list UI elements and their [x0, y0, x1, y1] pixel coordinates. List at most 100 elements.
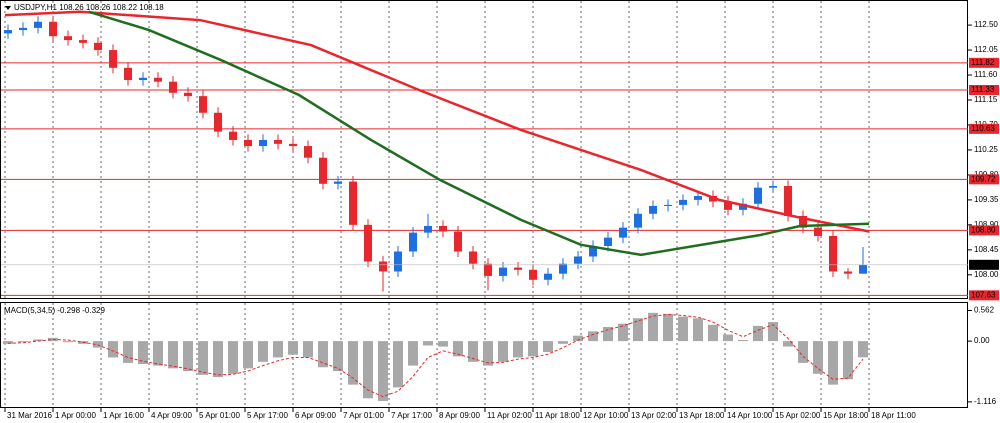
macd-bar	[528, 341, 538, 357]
macd-bar	[123, 341, 133, 363]
main-panel	[0, 0, 968, 299]
macd-bar	[828, 341, 838, 385]
macd-bar	[153, 341, 163, 366]
level-label: 109.72	[971, 174, 996, 183]
candle-body	[559, 263, 567, 274]
x-tick-label: 7 Apr 17:00	[391, 411, 432, 420]
macd-bar	[138, 341, 148, 364]
candle-body	[274, 139, 282, 144]
candle-body	[109, 50, 117, 68]
x-tick-label: 6 Apr 09:00	[295, 411, 336, 420]
x-tick-label: 31 Mar 2016	[7, 411, 52, 420]
macd-bar	[3, 341, 13, 344]
y-tick-label: 111.60	[974, 70, 998, 79]
macd-panel	[0, 302, 968, 408]
candle-body	[454, 231, 462, 252]
candle-body	[184, 92, 192, 97]
x-tick-label: 1 Apr 00:00	[55, 411, 96, 420]
x-tick-label: 15 Apr 02:00	[775, 411, 821, 420]
level-label-box	[969, 174, 999, 185]
macd-bar	[288, 341, 298, 355]
macd-bar	[183, 341, 193, 372]
candle-body	[499, 267, 507, 276]
macd-bar	[768, 322, 778, 342]
candle-body	[634, 213, 642, 228]
x-tick-label: 5 Apr 01:00	[199, 411, 240, 420]
macd-bar	[33, 339, 43, 342]
macd-bar	[648, 312, 658, 342]
x-tick-label: 5 Apr 17:00	[247, 411, 288, 420]
macd-bar	[543, 341, 553, 353]
macd-bar	[453, 341, 463, 357]
candle-body	[469, 251, 477, 264]
candle-body	[769, 186, 777, 188]
candle-body	[124, 67, 132, 81]
candle-body	[664, 204, 672, 206]
y-tick-label: 110.25	[974, 145, 998, 154]
candle-body	[754, 187, 762, 204]
candle-body	[334, 181, 342, 184]
level-label: 111.82	[971, 58, 995, 67]
macd-bar	[363, 341, 373, 399]
macd-bar	[588, 331, 598, 342]
macd-bar	[63, 341, 73, 343]
candle-body	[574, 256, 582, 264]
candle-body	[514, 267, 522, 270]
macd-bar	[333, 341, 343, 372]
candle-body	[409, 232, 417, 252]
x-tick-label: 11 Apr 18:00	[535, 411, 580, 420]
macd-bar	[423, 341, 433, 346]
candle-body	[139, 77, 147, 81]
macd-bar	[783, 341, 793, 347]
macd-bar	[243, 341, 253, 369]
macd-bar	[753, 325, 763, 342]
macd-bar	[108, 341, 118, 358]
level-label: 110.63	[971, 124, 995, 133]
candle-body	[649, 205, 657, 214]
macd-bar	[843, 341, 853, 380]
level-label-box	[969, 290, 999, 301]
candle-body	[589, 245, 597, 257]
macd-bar	[273, 341, 283, 358]
macd-bar	[258, 341, 268, 362]
candle-body	[619, 227, 627, 238]
x-tick-label: 13 Apr 02:00	[631, 411, 677, 420]
macd-bar	[168, 341, 178, 369]
candle-body	[94, 42, 102, 51]
signal-line	[7, 313, 864, 398]
level-label-box	[969, 85, 999, 96]
candle-body	[79, 40, 87, 43]
candle-body	[724, 201, 732, 210]
candle-body	[19, 27, 27, 31]
macd-bar	[723, 334, 733, 342]
macd-bar	[393, 341, 403, 388]
macd-bar	[558, 341, 568, 344]
x-tick-label: 15 Apr 18:00	[823, 411, 869, 420]
macd-bar	[468, 341, 478, 362]
candle-body	[529, 269, 537, 280]
macd-bar	[693, 318, 703, 342]
moving-average	[88, 10, 870, 257]
last-price-box	[969, 259, 999, 270]
candle-body	[379, 261, 387, 272]
candle-body	[859, 264, 867, 274]
macd-bar	[738, 340, 748, 342]
candle-body	[484, 263, 492, 276]
candle-body	[784, 186, 792, 216]
y-tick-label: 108.00	[974, 270, 999, 279]
candle-body	[679, 199, 687, 205]
x-tick-label: 4 Apr 09:00	[151, 411, 192, 420]
y-tick-label: 0.00	[974, 336, 990, 345]
macd-bar	[498, 341, 508, 362]
x-tick-label: 7 Apr 01:00	[343, 411, 384, 420]
candle-body	[814, 227, 822, 236]
macd-bar	[213, 341, 223, 378]
candle-body	[169, 81, 177, 93]
macd-title: MACD(5,34,5) -0.298 -0.329	[4, 306, 105, 315]
y-tick-label: 0.562	[974, 306, 995, 315]
macd-bar	[378, 341, 388, 402]
macd-bar	[858, 341, 868, 358]
x-tick-label: 13 Apr 18:00	[679, 411, 725, 420]
